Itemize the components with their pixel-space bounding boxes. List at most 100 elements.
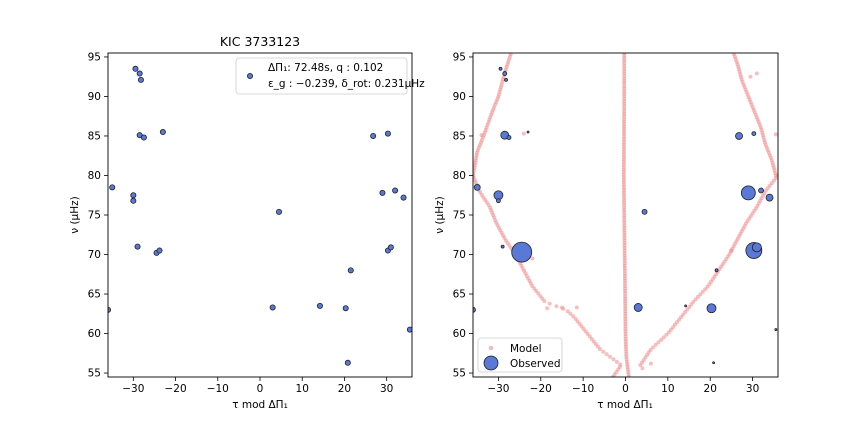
data-point: [159, 129, 166, 136]
left-marks: [108, 65, 412, 366]
observed-point: [511, 241, 533, 263]
data-point: [387, 244, 394, 251]
observed-point: [473, 306, 476, 313]
model-point: [547, 301, 552, 306]
right-ytick-label: 60: [453, 328, 466, 340]
right-legend-model-label: Model: [510, 343, 542, 355]
left-legend: ΔΠ₁: 72.48s, q : 0.102 ε_g : −0.239, δ_r…: [235, 57, 425, 95]
observed-point: [712, 361, 716, 365]
model-point: [479, 133, 484, 138]
right-ticks: −30 −20 −10 0 10 20 30 55 60 65 70 75 80 85 90 95: [453, 51, 760, 395]
left-xtick-label: −20: [164, 383, 186, 395]
model-point: [568, 311, 573, 316]
left-legend-line2: ε_g : −0.239, δ_rot: 0.231μHz: [268, 78, 425, 90]
data-point: [392, 187, 399, 194]
data-point: [130, 192, 137, 199]
observed-point: [526, 130, 530, 134]
model-point: [618, 362, 623, 367]
model-point: [664, 332, 669, 337]
data-point: [316, 302, 323, 309]
right-ytick-label: 90: [453, 91, 466, 103]
left-ytick-label: 65: [88, 289, 101, 301]
model-point: [773, 132, 778, 137]
observed-point: [500, 244, 505, 249]
data-point: [344, 359, 351, 366]
right-xlabel: τ mod ΔΠ₁: [597, 399, 653, 411]
model-point: [521, 131, 526, 136]
observed-point: [641, 208, 648, 215]
left-ytick-label: 75: [88, 210, 101, 222]
right-panel: −30 −20 −10 0 10 20 30 55 60 65 70 75 80 85 90 95 τ mod…: [434, 51, 779, 411]
left-xlabel: τ mod ΔΠ₁: [232, 399, 288, 411]
left-plot-area: [108, 65, 412, 366]
data-point: [132, 65, 139, 72]
right-ylabel: ν (μHz): [434, 196, 446, 233]
observed-point: [735, 132, 743, 140]
model-point: [754, 71, 759, 76]
data-point: [370, 132, 377, 139]
left-ylabel: ν (μHz): [69, 196, 81, 233]
right-xtick-label: −20: [530, 383, 552, 395]
left-xtick-label: −10: [207, 383, 229, 395]
data-point: [384, 130, 391, 137]
observed-point: [714, 268, 719, 273]
model-point: [545, 306, 550, 311]
right-marks: [473, 53, 778, 377]
left-ytick-label: 60: [88, 328, 101, 340]
model-point: [614, 359, 619, 364]
model-point: [703, 287, 708, 292]
data-point: [109, 184, 116, 191]
left-ticks: −30 −20 −10 0 10 20 30 55 60 65 70 75 80 85 90 95: [88, 51, 394, 395]
observed-point: [740, 185, 756, 201]
right-xtick-label: 20: [704, 383, 717, 395]
left-ytick-label: 55: [88, 368, 101, 380]
right-plot-area: [473, 53, 778, 377]
data-point: [275, 208, 282, 215]
observed-point: [504, 77, 508, 82]
data-point: [342, 305, 349, 312]
model-point: [731, 53, 736, 57]
model-point: [661, 335, 666, 340]
data-point: [137, 76, 144, 83]
data-point: [130, 197, 137, 204]
model-point: [530, 256, 535, 261]
model-point: [573, 316, 578, 321]
model-point: [554, 304, 559, 309]
right-ytick-label: 65: [453, 289, 466, 301]
data-point: [156, 247, 163, 254]
data-point: [347, 267, 354, 274]
observed-point: [502, 71, 508, 76]
observed-point: [498, 66, 503, 71]
right-legend-observed-label: Observed: [510, 358, 561, 370]
right-ytick-label: 70: [453, 249, 466, 261]
left-xtick-label: −30: [122, 383, 144, 395]
model-point: [565, 309, 570, 314]
left-legend-box: [235, 57, 408, 95]
model-point: [640, 366, 645, 371]
observed-point: [684, 304, 688, 308]
right-xtick-label: −10: [572, 383, 594, 395]
right-legend-box: [477, 337, 563, 373]
left-legend-marker: [246, 73, 253, 80]
left-ytick-label: 70: [88, 249, 101, 261]
model-point: [656, 340, 661, 345]
model-point: [648, 361, 653, 366]
observed-point: [473, 183, 481, 191]
model-point: [559, 305, 564, 310]
data-point: [406, 326, 412, 333]
observed-point: [706, 303, 717, 314]
right-xtick-label: 0: [622, 383, 629, 395]
observed-point: [496, 198, 501, 204]
right-ytick-label: 85: [453, 130, 466, 142]
model-point: [659, 337, 664, 342]
model-point: [611, 357, 616, 362]
left-ytick-label: 85: [88, 130, 101, 142]
left-xtick-label: 30: [380, 383, 393, 395]
observed-point: [751, 242, 762, 253]
right-legend: Model Observed: [477, 337, 563, 373]
observed-point: [758, 187, 764, 194]
model-point: [622, 53, 627, 56]
left-xtick-label: 0: [257, 383, 264, 395]
model-point: [696, 294, 701, 299]
